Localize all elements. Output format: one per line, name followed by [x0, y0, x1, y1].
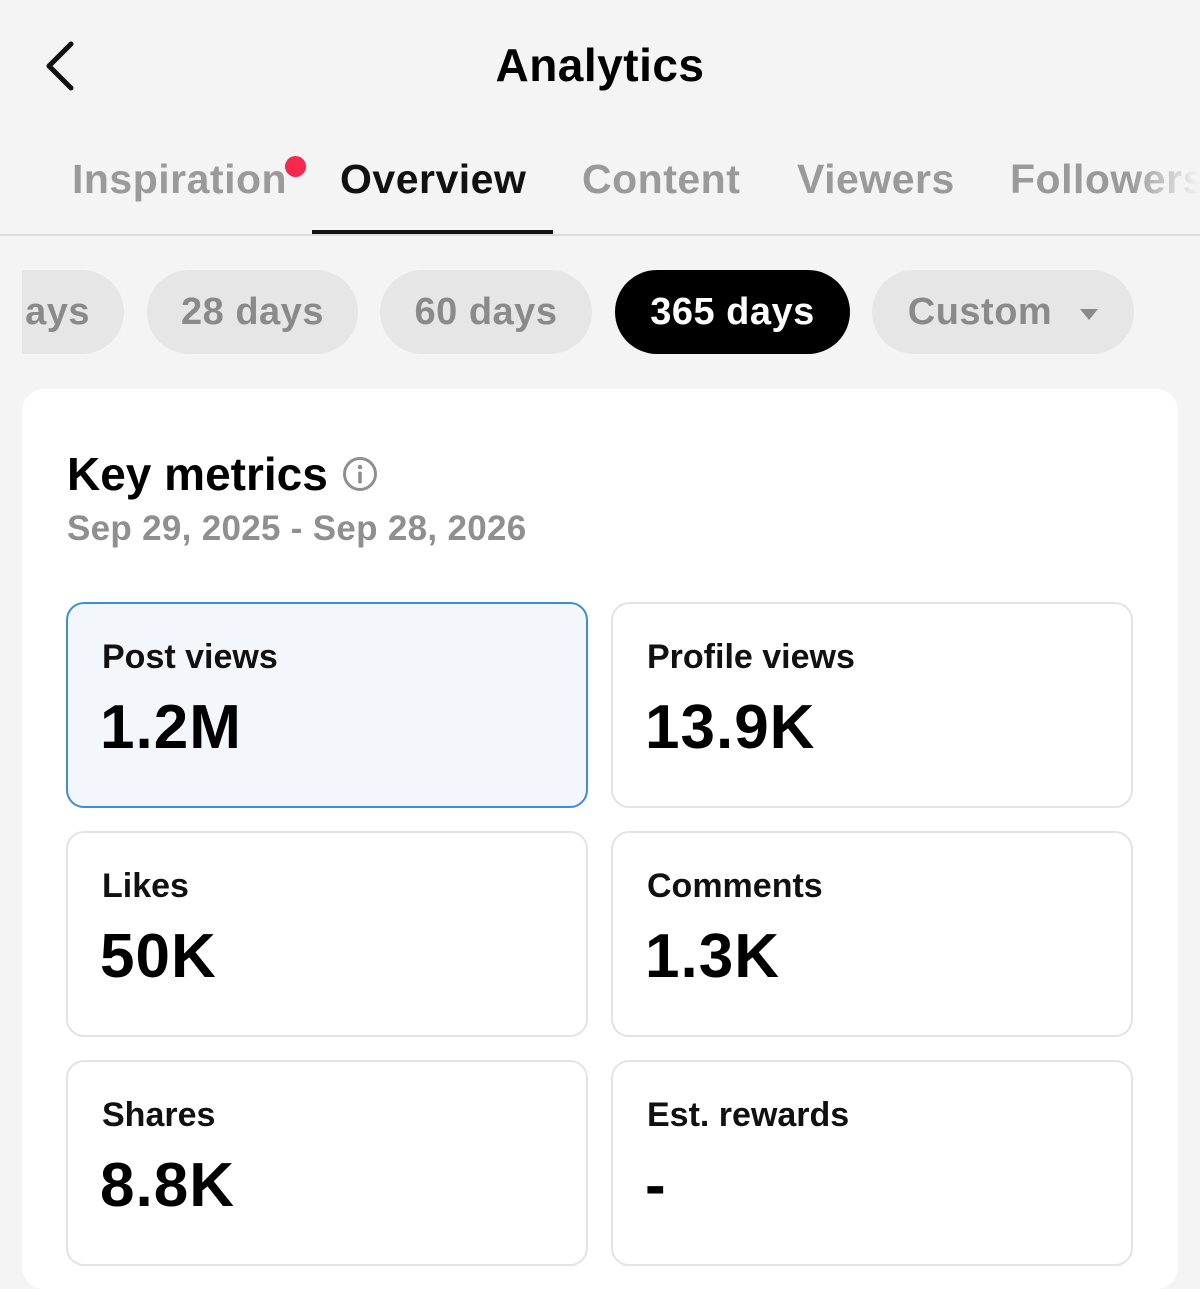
date-range: Sep 29, 2025 - Sep 28, 2026 [67, 509, 527, 548]
period-selector: lays 28 days 60 days 365 days Custom [22, 268, 1200, 358]
metric-card-shares[interactable]: Shares 8.8K [66, 1060, 588, 1266]
metric-card-likes[interactable]: Likes 50K [66, 831, 588, 1037]
metric-value: 8.8K [100, 1151, 235, 1220]
key-metrics-title: Key metrics [67, 448, 328, 500]
chevron-left-icon [46, 41, 74, 91]
caret-down-icon [1080, 308, 1099, 320]
metric-label: Likes [102, 867, 189, 905]
tab-overview[interactable]: Overview [340, 156, 527, 202]
back-button[interactable] [30, 34, 90, 98]
metric-label: Post views [102, 638, 278, 676]
period-chip-label: 28 days [181, 290, 324, 333]
notification-dot [285, 156, 306, 177]
active-tab-indicator [312, 230, 553, 234]
metric-value: 13.9K [645, 693, 816, 762]
metric-value: - [645, 1151, 667, 1220]
metric-value: 1.3K [645, 922, 780, 991]
metric-card-est-rewards[interactable]: Est. rewards - [611, 1060, 1133, 1266]
period-chip-label: lays [22, 290, 90, 333]
period-chip-partial[interactable]: lays [22, 270, 124, 354]
metric-value: 50K [100, 922, 217, 991]
tab-viewers[interactable]: Viewers [797, 156, 955, 202]
section-title: Key metrics [67, 447, 378, 501]
period-chip-28-days[interactable]: 28 days [147, 270, 358, 354]
page-title: Analytics [495, 39, 705, 91]
info-icon[interactable] [342, 456, 378, 492]
metric-card-post-views[interactable]: Post views 1.2M [66, 602, 588, 808]
tab-bar: Inspiration Overview Content Viewers Fol… [0, 130, 1200, 236]
tabs-fade [1130, 130, 1200, 230]
period-chip-custom[interactable]: Custom [872, 270, 1134, 354]
metric-card-profile-views[interactable]: Profile views 13.9K [611, 602, 1133, 808]
metric-label: Shares [102, 1096, 216, 1134]
top-bar: Analytics [0, 0, 1200, 130]
period-chip-label: 365 days [650, 290, 815, 333]
period-chip-365-days[interactable]: 365 days [615, 270, 850, 354]
metric-card-comments[interactable]: Comments 1.3K [611, 831, 1133, 1037]
period-chip-60-days[interactable]: 60 days [380, 270, 592, 354]
tab-inspiration[interactable]: Inspiration [72, 156, 288, 202]
key-metrics-card: Key metrics Sep 29, 2025 - Sep 28, 2026 … [22, 389, 1178, 1289]
tab-content[interactable]: Content [582, 156, 741, 202]
period-chip-label: Custom [907, 290, 1053, 333]
metric-label: Comments [647, 867, 823, 905]
metric-label: Est. rewards [647, 1096, 850, 1134]
period-chip-label: 60 days [414, 290, 558, 333]
metric-label: Profile views [647, 638, 855, 676]
metric-value: 1.2M [100, 693, 242, 762]
